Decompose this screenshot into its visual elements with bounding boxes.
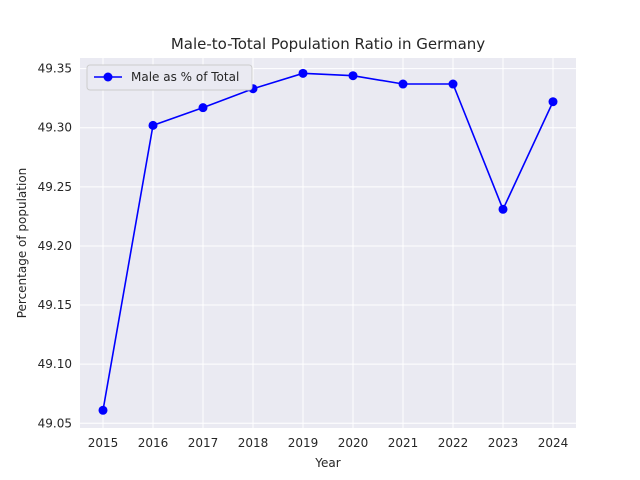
data-point (298, 68, 308, 78)
data-point (498, 204, 508, 214)
y-tick-label: 49.05 (38, 416, 72, 430)
data-point (448, 79, 458, 89)
y-axis-label: Percentage of population (15, 168, 29, 319)
x-tick-label: 2022 (438, 436, 469, 450)
grid-lines (80, 58, 576, 428)
series-line (102, 72, 554, 411)
y-tick-label: 49.15 (38, 298, 72, 312)
data-point (98, 405, 108, 415)
legend-box (86, 64, 253, 91)
data-point (198, 103, 208, 113)
legend: Male as % of Total (86, 64, 253, 91)
x-tick-labels: 2015 2016 2017 2018 2019 2020 2021 2022 2023 2024 (88, 436, 569, 450)
data-point (148, 120, 158, 130)
plot-area (80, 58, 576, 428)
x-tick-label: 2023 (488, 436, 519, 450)
y-tick-labels: 49.05 49.10 49.15 49.20 49.25 49.30 49.35 (38, 62, 72, 431)
x-tick-label: 2019 (288, 436, 319, 450)
x-tick-label: 2021 (388, 436, 419, 450)
x-tick-label: 2020 (338, 436, 369, 450)
y-tick-label: 49.30 (38, 121, 72, 135)
y-tick-label: 49.20 (38, 239, 72, 253)
legend-label: Male as % of Total (131, 70, 239, 84)
x-tick-label: 2024 (538, 436, 569, 450)
y-tick-label: 49.25 (38, 180, 72, 194)
x-tick-label: 2018 (238, 436, 269, 450)
y-tick-label: 49.35 (38, 62, 72, 76)
legend-marker (103, 72, 113, 82)
data-point (348, 71, 358, 81)
data-point (548, 97, 558, 107)
y-tick-label: 49.10 (38, 357, 72, 371)
series-layer (98, 68, 558, 415)
x-tick-label: 2017 (188, 436, 219, 450)
x-axis-label: Year (314, 456, 340, 470)
x-tick-label: 2015 (88, 436, 119, 450)
data-point (398, 79, 408, 89)
x-tick-label: 2016 (138, 436, 169, 450)
chart-title: Male-to-Total Population Ratio in German… (171, 35, 485, 53)
